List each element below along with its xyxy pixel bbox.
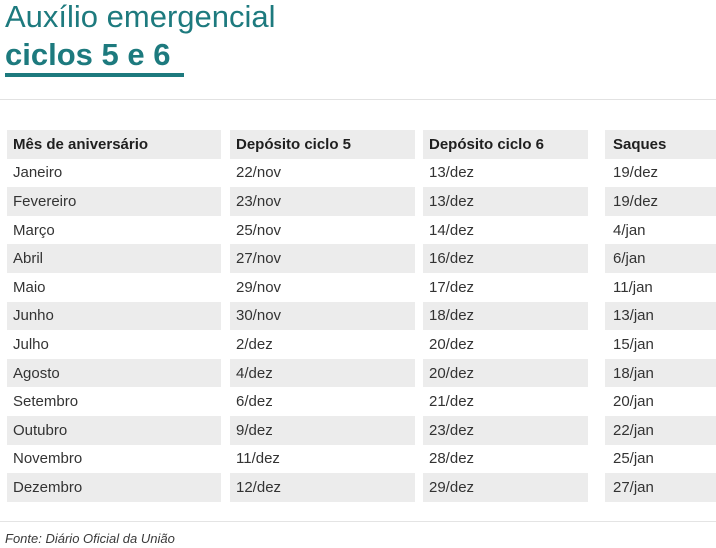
- month-cell: Abril: [7, 244, 230, 273]
- withdrawal-cell: 20/jan: [613, 393, 654, 411]
- month-cell: Junho: [7, 301, 230, 331]
- withdrawal-cell: 19/dez: [605, 187, 716, 216]
- deposit-cycle6-cell: 29/dez: [423, 473, 605, 502]
- month-cell: Fevereiro: [7, 187, 230, 216]
- deposit-cycle5-cell: 22/nov: [230, 158, 423, 188]
- table-row-setembro: Setembro 6/dez 21/dez 20/jan: [7, 387, 716, 416]
- withdrawal-cell: 15/jan: [613, 335, 654, 353]
- withdrawal-cell: 13/jan: [605, 301, 716, 331]
- deposit-cycle5-cell: 2/dez: [230, 330, 423, 359]
- top-divider: [0, 99, 716, 100]
- month-cell: Maio: [7, 272, 230, 302]
- payment-schedule-table: Mês de aniversário Depósito ciclo 5 Depó…: [7, 130, 716, 502]
- withdrawal-cell: 22/jan: [605, 415, 716, 445]
- deposit-cycle5-cell: 29/nov: [230, 272, 423, 302]
- deposit-cycle6-cell: 17/dez: [423, 272, 605, 302]
- deposit-cycle5-cell: 6/dez: [230, 387, 423, 416]
- table-row-outubro: Outubro 9/dez 23/dez 22/jan: [7, 415, 716, 445]
- deposit-cycle5-cell: 11/dez: [230, 444, 423, 474]
- deposit-cycle5-cell: 25/nov: [230, 215, 423, 245]
- withdrawal-cell: 11/jan: [613, 278, 653, 296]
- month-cell: Julho: [7, 330, 230, 359]
- column-header-month: Mês de aniversário: [7, 130, 230, 159]
- month-cell: Março: [7, 215, 230, 245]
- deposit-cycle5-cell: 4/dez: [230, 358, 423, 388]
- bottom-divider: [0, 521, 716, 522]
- month-cell: Janeiro: [7, 158, 230, 188]
- month-cell: Agosto: [7, 358, 230, 388]
- month-cell: Dezembro: [7, 473, 230, 502]
- table-row-maio: Maio 29/nov 17/dez 11/jan: [7, 272, 716, 302]
- withdrawal-cell: 19/dez: [613, 164, 659, 182]
- month-cell: Setembro: [7, 387, 230, 416]
- deposit-cycle5-cell: 9/dez: [230, 415, 423, 445]
- withdrawal-cell: 25/jan: [613, 450, 654, 468]
- page-title: Auxílio emergencial: [5, 0, 276, 34]
- deposit-cycle6-cell: 20/dez: [423, 358, 605, 388]
- table-row-julho: Julho 2/dez 20/dez 15/jan: [7, 330, 716, 359]
- deposit-cycle6-cell: 28/dez: [423, 444, 605, 474]
- deposit-cycle6-cell: 13/dez: [423, 187, 605, 216]
- column-header-withdrawals: Saques: [605, 130, 716, 159]
- table-header-row: Mês de aniversário Depósito ciclo 5 Depó…: [7, 130, 716, 159]
- table-row-dezembro: Dezembro 12/dez 29/dez 27/jan: [7, 473, 716, 502]
- withdrawal-cell: 6/jan: [605, 244, 716, 273]
- deposit-cycle6-cell: 21/dez: [423, 387, 605, 416]
- deposit-cycle6-cell: 13/dez: [423, 158, 605, 188]
- withdrawal-cell: 18/jan: [605, 358, 716, 388]
- withdrawal-cell: 4/jan: [613, 221, 646, 239]
- table-row-marco: Março 25/nov 14/dez 4/jan: [7, 215, 716, 245]
- deposit-cycle6-cell: 14/dez: [423, 215, 605, 245]
- column-header-deposit-cycle5: Depósito ciclo 5: [230, 130, 423, 159]
- deposit-cycle5-cell: 30/nov: [230, 301, 423, 331]
- deposit-cycle5-cell: 27/nov: [230, 244, 423, 273]
- deposit-cycle5-cell: 23/nov: [230, 187, 423, 216]
- page-subtitle-text: ciclos 5 e 6: [5, 37, 185, 77]
- source-note: Fonte: Diário Oficial da União: [5, 531, 175, 546]
- deposit-cycle5-cell: 12/dez: [230, 473, 423, 502]
- deposit-cycle6-cell: 20/dez: [423, 330, 605, 359]
- table-row-abril: Abril 27/nov 16/dez 6/jan: [7, 244, 716, 273]
- month-cell: Novembro: [7, 444, 230, 474]
- table-row-junho: Junho 30/nov 18/dez 13/jan: [7, 301, 716, 331]
- deposit-cycle6-cell: 23/dez: [423, 415, 605, 445]
- column-header-deposit-cycle6: Depósito ciclo 6: [423, 130, 605, 159]
- table-row-fevereiro: Fevereiro 23/nov 13/dez 19/dez: [7, 187, 716, 216]
- page-subtitle: ciclos 5 e 6: [5, 37, 185, 77]
- deposit-cycle6-cell: 18/dez: [423, 301, 605, 331]
- table-row-janeiro: Janeiro 22/nov 13/dez 19/dez: [7, 158, 716, 188]
- deposit-cycle6-cell: 16/dez: [423, 244, 605, 273]
- table-row-agosto: Agosto 4/dez 20/dez 18/jan: [7, 358, 716, 388]
- month-cell: Outubro: [7, 415, 230, 445]
- withdrawal-cell: 27/jan: [605, 473, 716, 502]
- table-row-novembro: Novembro 11/dez 28/dez 25/jan: [7, 444, 716, 474]
